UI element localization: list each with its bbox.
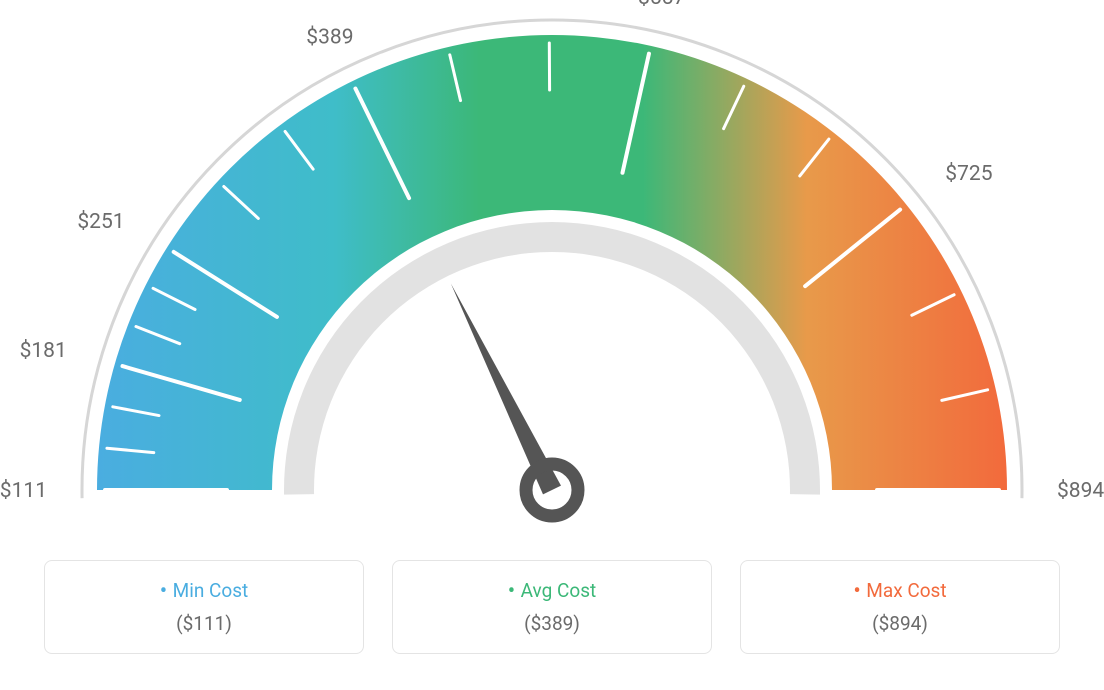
legend-row: Min Cost ($111) Avg Cost ($389) Max Cost… (0, 560, 1104, 654)
gauge-svg: $111 $181 $251 $389 $557 $725 $894 (0, 0, 1104, 560)
gauge-chart: $111 $181 $251 $389 $557 $725 $894 (0, 0, 1104, 560)
gauge-tick-label: $894 (1057, 479, 1104, 503)
legend-card-min: Min Cost ($111) (44, 560, 364, 654)
legend-min-label: Min Cost (55, 579, 353, 604)
gauge-tick-label: $181 (20, 339, 67, 363)
gauge-tick-label: $557 (638, 0, 685, 10)
legend-min-value: ($111) (55, 612, 353, 635)
legend-max-label: Max Cost (751, 579, 1049, 604)
legend-max-value: ($894) (751, 612, 1049, 635)
legend-card-max: Max Cost ($894) (740, 560, 1060, 654)
gauge-tick-label: $251 (77, 210, 124, 234)
legend-avg-value: ($389) (403, 612, 701, 635)
gauge-tick-label: $389 (306, 25, 353, 49)
legend-card-avg: Avg Cost ($389) (392, 560, 712, 654)
gauge-tick-label: $111 (0, 479, 47, 503)
gauge-tick-label: $725 (945, 162, 992, 186)
legend-avg-label: Avg Cost (403, 579, 701, 604)
